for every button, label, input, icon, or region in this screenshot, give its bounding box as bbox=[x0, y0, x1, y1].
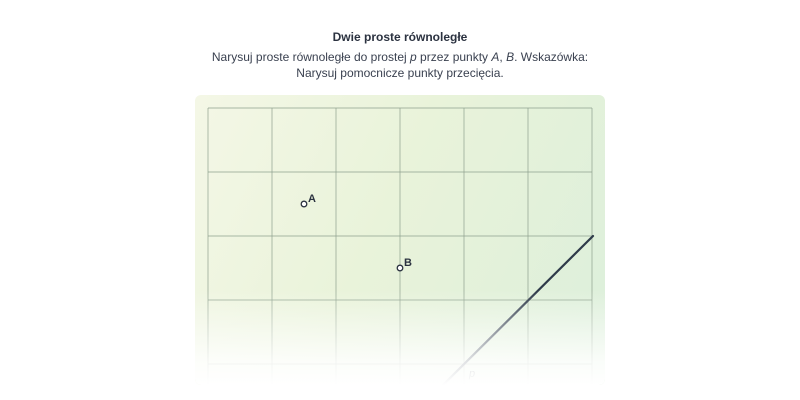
instruction-point-a: A bbox=[491, 50, 500, 64]
instruction-line-name: p bbox=[410, 50, 417, 64]
instruction-text-1: Narysuj proste równoległe do prostej bbox=[211, 50, 410, 64]
point-a[interactable]: A bbox=[300, 193, 316, 208]
point-b-label: B bbox=[404, 257, 412, 269]
instruction-point-b: B bbox=[506, 50, 515, 64]
drawing-board[interactable]: p A B bbox=[195, 95, 605, 385]
point-a-label: A bbox=[308, 193, 316, 205]
instruction-text-3: . Wskazówka: Narysuj pomocnicze punkty p… bbox=[296, 50, 589, 80]
point-b[interactable]: B bbox=[396, 257, 412, 272]
line-p[interactable] bbox=[441, 234, 595, 385]
drawing-canvas[interactable]: p A B bbox=[195, 95, 605, 385]
line-p-label: p bbox=[468, 368, 475, 380]
instruction-separator: , bbox=[499, 50, 507, 64]
task-instruction: Narysuj proste równoległe do prostej p p… bbox=[200, 49, 600, 81]
instruction-text-2: przez punkty bbox=[416, 50, 492, 64]
grid bbox=[207, 107, 593, 385]
task-title: Dwie proste równoległe bbox=[332, 30, 468, 44]
